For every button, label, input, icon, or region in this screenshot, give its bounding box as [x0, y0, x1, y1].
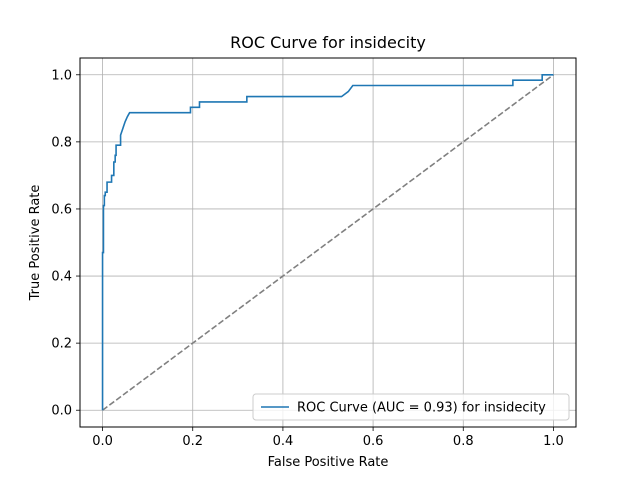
- y-tick-label: 0.2: [51, 337, 72, 352]
- x-tick-label: 0.8: [453, 434, 474, 449]
- y-tick-label: 0.4: [51, 270, 72, 285]
- legend: ROC Curve (AUC = 0.93) for insidecity: [252, 393, 570, 421]
- ticks: 0.0 0.2 0.4 0.6 0.8 1.0 0.0 0.2 0.4 0.6 0.8 1.0: [51, 68, 563, 449]
- roc-curve-line: [101, 73, 554, 411]
- y-tick-label: 1.0: [51, 68, 72, 83]
- curves: [101, 73, 554, 411]
- y-axis-label: True Positive Rate: [28, 185, 43, 302]
- plot-frame: [79, 57, 577, 428]
- chance-diagonal-line: [102, 74, 554, 411]
- y-tick-label: 0.6: [51, 202, 72, 217]
- chart-title: ROC Curve for insidecity: [230, 33, 426, 52]
- y-tick-label: 0.8: [51, 135, 72, 150]
- x-tick-label: 0.6: [363, 434, 384, 449]
- x-tick-label: 1.0: [543, 434, 564, 449]
- x-tick-label: 0.4: [273, 434, 294, 449]
- x-axis-label: False Positive Rate: [268, 455, 389, 470]
- legend-entry: ROC Curve (AUC = 0.93) for insidecity: [297, 401, 546, 416]
- x-tick-label: 0.2: [182, 434, 203, 449]
- x-tick-label: 0.0: [92, 434, 113, 449]
- y-tick-label: 0.0: [51, 404, 72, 419]
- legend-box: [252, 393, 570, 421]
- grid-lines: [80, 58, 576, 427]
